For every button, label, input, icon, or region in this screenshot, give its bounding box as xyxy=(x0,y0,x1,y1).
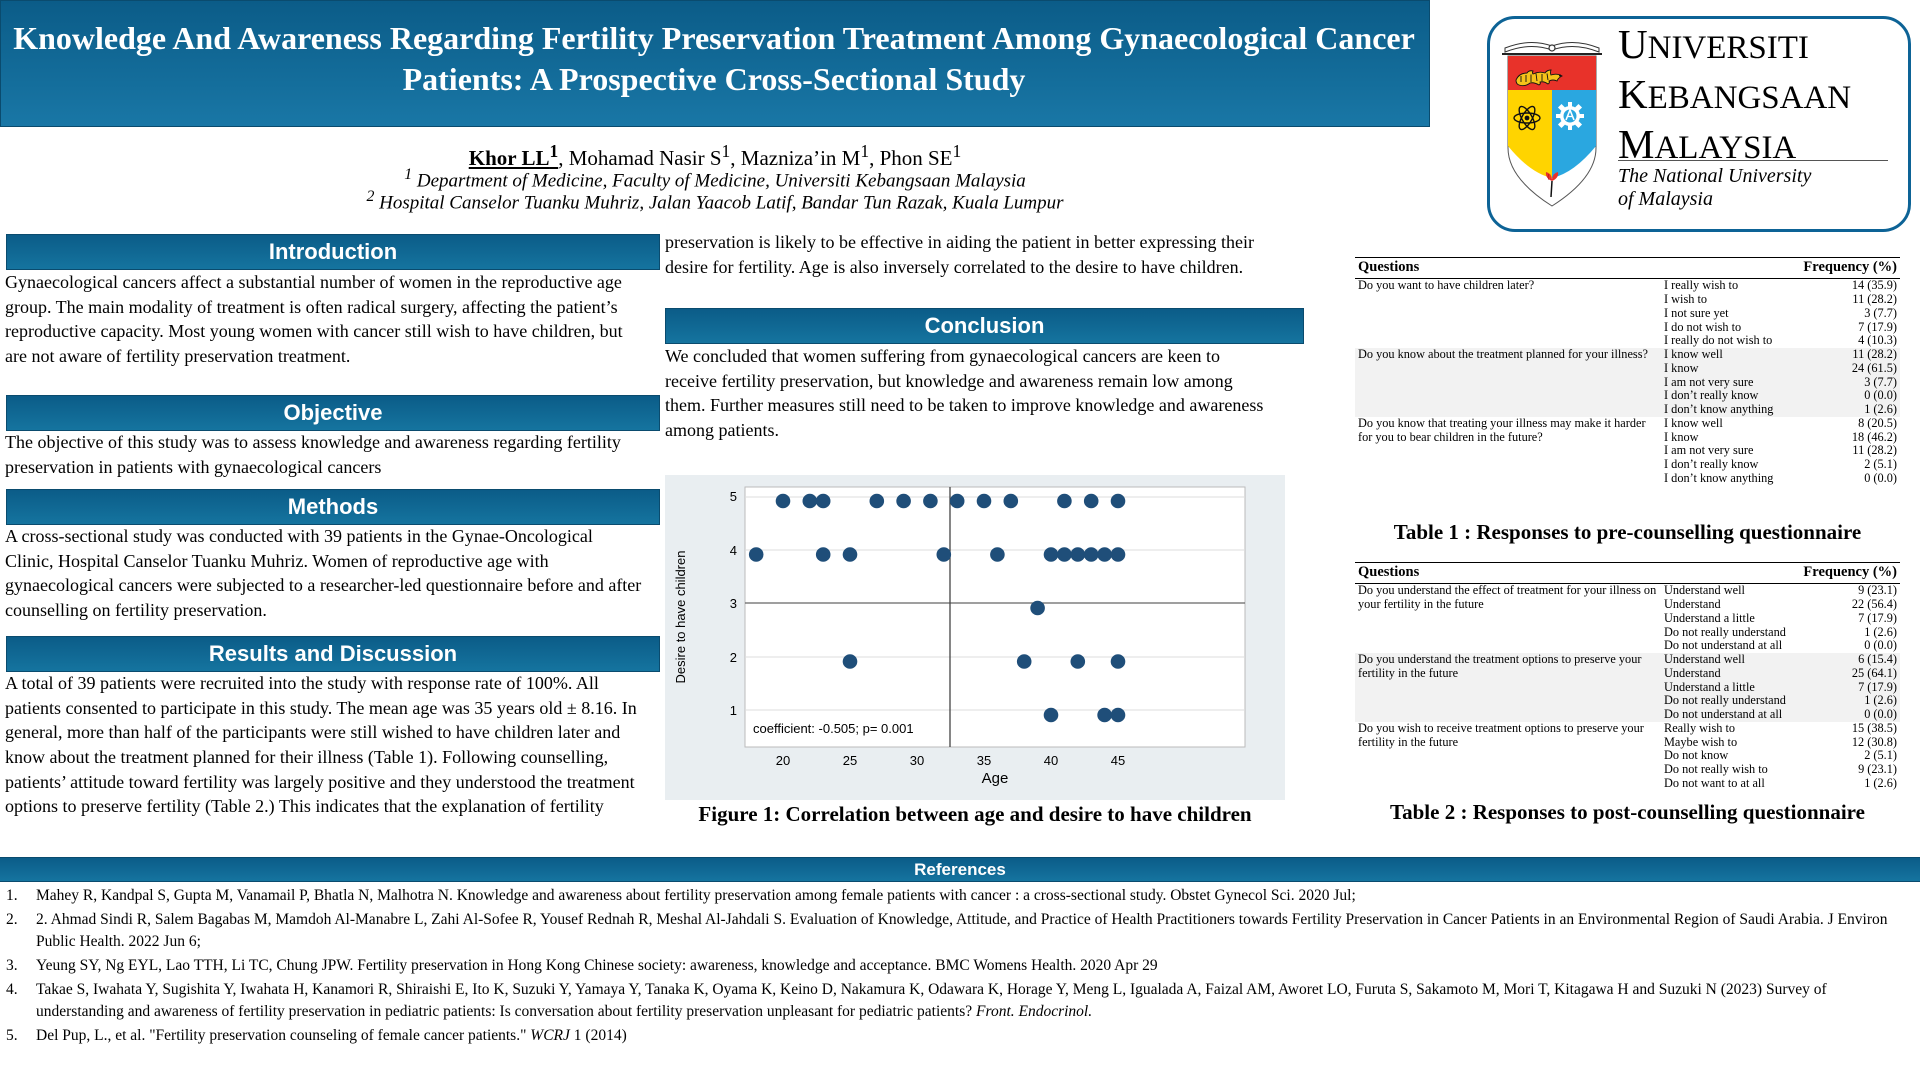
svg-text:25: 25 xyxy=(843,753,857,768)
svg-text:1: 1 xyxy=(730,703,737,718)
svg-text:3: 3 xyxy=(730,596,737,611)
svg-text:4: 4 xyxy=(730,543,737,558)
svg-text:Age: Age xyxy=(982,770,1009,787)
svg-text:5: 5 xyxy=(730,489,737,504)
svg-text:20: 20 xyxy=(776,753,790,768)
svg-text:coefficient: -0.505; p= 0.001: coefficient: -0.505; p= 0.001 xyxy=(753,721,914,736)
svg-text:30: 30 xyxy=(910,753,924,768)
svg-text:Desire to have children: Desire to have children xyxy=(673,551,688,684)
svg-text:2: 2 xyxy=(730,650,737,665)
svg-text:40: 40 xyxy=(1044,753,1058,768)
svg-text:45: 45 xyxy=(1111,753,1125,768)
svg-text:35: 35 xyxy=(977,753,991,768)
